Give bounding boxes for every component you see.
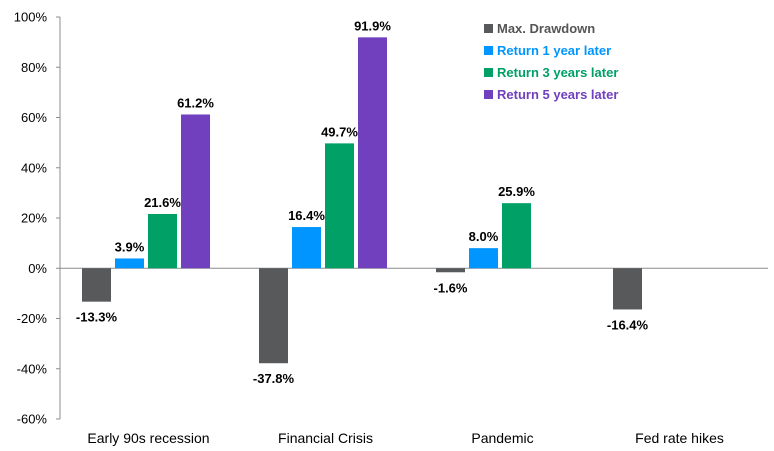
bar [358, 37, 387, 269]
legend-entry: Return 3 years later [497, 65, 618, 80]
y-tick-label: 100% [14, 10, 48, 25]
bar [115, 258, 144, 269]
y-tick-label: -40% [17, 361, 48, 376]
y-tick-label: -20% [17, 311, 48, 326]
legend-swatch [484, 90, 493, 99]
data-label: 8.0% [469, 229, 499, 244]
category-label: Financial Crisis [278, 430, 373, 446]
category-label: Early 90s recession [87, 430, 209, 446]
category-labels: Early 90s recession Financial Crisis Pande… [87, 430, 723, 446]
data-label: 25.9% [498, 184, 535, 199]
y-tick-label: 20% [21, 211, 47, 226]
y-axis-ticks: -60% -40% -20% 0% 20% 40% 60% 80% 100% [14, 10, 60, 427]
bar [613, 268, 642, 310]
data-label: 49.7% [321, 124, 358, 139]
legend: Max. Drawdown Return 1 year later Return 3… [484, 21, 618, 102]
category-label: Pandemic [471, 430, 533, 446]
legend-swatch [484, 68, 493, 77]
y-tick-label: -60% [17, 412, 48, 427]
data-label: 3.9% [115, 239, 145, 254]
bar [436, 268, 465, 273]
data-label: -1.6% [434, 280, 468, 295]
data-label: -37.8% [253, 371, 295, 386]
bar [181, 114, 210, 269]
legend-swatch [484, 24, 493, 33]
y-tick-label: 60% [21, 110, 47, 125]
legend-entry: Return 5 years later [497, 87, 618, 102]
bar [259, 268, 288, 364]
y-tick-label: 80% [21, 60, 47, 75]
data-label: 61.2% [177, 95, 214, 110]
chart-bars [82, 37, 642, 364]
data-label: 91.9% [354, 18, 391, 33]
bar [325, 143, 354, 269]
data-labels: -13.3% 3.9% 21.6% 61.2% -37.8% 16.4% 49.7% 91.9… [76, 18, 649, 386]
bar [148, 213, 177, 269]
data-label: 21.6% [144, 195, 181, 210]
legend-entry: Max. Drawdown [497, 21, 595, 36]
bar [292, 227, 321, 269]
data-label: -16.4% [607, 317, 649, 332]
legend-swatch [484, 46, 493, 55]
category-label: Fed rate hikes [635, 430, 724, 446]
bar [82, 268, 111, 302]
y-tick-label: 0% [28, 261, 47, 276]
bar [502, 203, 531, 269]
data-label: -13.3% [76, 310, 118, 325]
bar [469, 248, 498, 269]
y-tick-label: 40% [21, 160, 47, 175]
legend-entry: Return 1 year later [497, 43, 611, 58]
data-label: 16.4% [288, 208, 325, 223]
